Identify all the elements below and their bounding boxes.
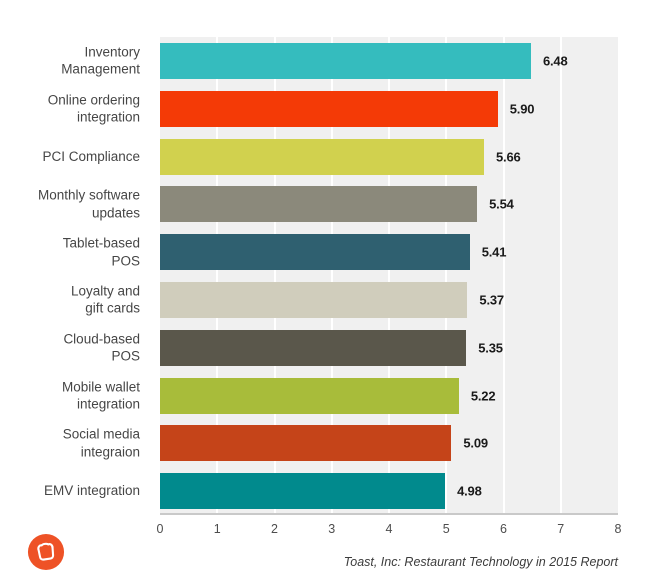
source-attribution: Toast, Inc: Restaurant Technology in 201… [343,555,618,569]
x-tick-2: 2 [271,522,278,536]
value-label-2: 5.66 [496,149,521,164]
category-label-3: Monthly software updates [37,187,140,221]
gridline [216,37,219,513]
bar-1 [160,90,498,127]
x-axis-ticks: 0 1 2 3 4 5 6 7 8 [156,522,622,540]
logo-circle [27,533,65,571]
category-label-0: Inventory Management [61,44,140,77]
x-tick-0: 0 [156,522,164,536]
gridline [445,37,448,513]
bread-slice-outline [37,542,55,561]
value-label-3: 5.54 [489,196,514,212]
x-tick-4: 4 [385,522,393,536]
gridline [388,37,390,513]
value-label-8: 5.09 [463,435,488,451]
gridline [330,37,333,513]
bar-2 [160,138,485,175]
x-tick-3: 3 [328,522,336,536]
value-label-4: 5.41 [481,244,507,260]
category-label-4: Tablet-based POS [62,235,140,269]
bar-4 [160,234,470,271]
value-label-1: 5.90 [509,101,535,117]
gridline [273,37,276,513]
toast-bread-icon [27,533,65,571]
category-label-5: Loyalty and gift cards [70,283,140,316]
toast-logo [27,533,65,571]
plot-area: 6.48 5.90 5.66 5.54 5.41 5.37 5.35 5.22 5.09 4.98 [160,37,618,515]
gridline [502,37,505,513]
category-label-6: Cloud-based POS [63,331,140,364]
category-label-2: PCI Compliance [42,148,140,164]
value-label-7: 5.22 [470,388,496,403]
value-label-5: 5.37 [479,292,504,308]
x-tick-7: 7 [557,522,565,536]
bar-7 [160,377,459,414]
bar-9 [160,473,446,510]
value-label-6: 5.35 [478,340,503,356]
value-label-0: 6.48 [542,53,568,69]
bar-3 [160,186,478,223]
x-tick-1: 1 [213,522,221,536]
x-tick-6: 6 [500,522,507,536]
x-tick-8: 8 [614,522,622,536]
x-tick-5: 5 [442,522,450,536]
category-label-9: EMV integration [43,483,140,499]
category-label-1: Online ordering integration [47,92,140,125]
category-label-7: Mobile wallet integration [61,378,140,412]
gridline [559,37,562,513]
bar-0 [160,42,531,79]
bar-5 [160,281,468,318]
category-label-8: Social media integraion [62,426,140,460]
bar-6 [160,329,467,366]
bar-8 [160,425,452,462]
value-label-9: 4.98 [457,483,482,499]
